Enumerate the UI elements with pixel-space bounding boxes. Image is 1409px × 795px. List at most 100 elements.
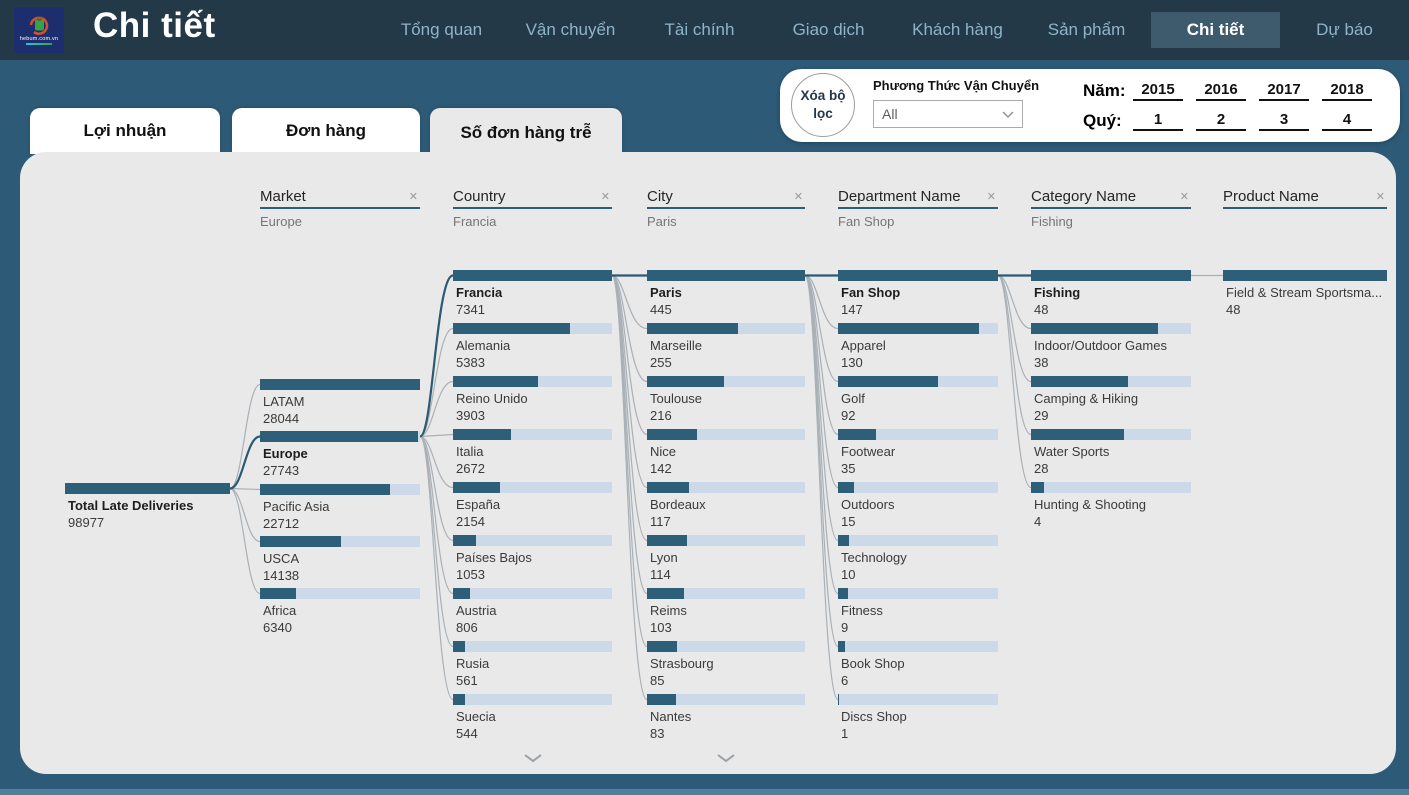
nav-item-tong-quan[interactable]: Tổng quan [400, 20, 483, 39]
show-more-chevron-down-icon[interactable] [523, 750, 543, 768]
node-bar[interactable] [647, 694, 805, 705]
nav-item-chi-tiet[interactable]: Chi tiết [1151, 12, 1280, 48]
tree-node-fitness[interactable]: Fitness 9 [838, 588, 998, 635]
tree-node-apparel[interactable]: Apparel 130 [838, 323, 998, 370]
node-bar[interactable] [1031, 270, 1191, 281]
tree-node-rusia[interactable]: Rusia 561 [453, 641, 612, 688]
node-bar[interactable] [647, 588, 805, 599]
tree-node-outdoors[interactable]: Outdoors 15 [838, 482, 998, 529]
node-bar[interactable] [838, 535, 998, 546]
node-bar[interactable] [453, 376, 612, 387]
node-bar[interactable] [838, 270, 998, 281]
node-bar[interactable] [1223, 270, 1387, 281]
nav-item-giao-dich[interactable]: Giao dịch [792, 20, 865, 39]
show-more-chevron-down-icon[interactable] [716, 750, 736, 768]
node-bar[interactable] [647, 535, 805, 546]
node-bar[interactable] [260, 484, 420, 495]
close-icon[interactable]: ✕ [986, 190, 996, 203]
close-icon[interactable]: ✕ [1375, 190, 1385, 203]
quarter-4-filter[interactable]: 4 [1322, 111, 1372, 131]
node-bar[interactable] [838, 429, 998, 440]
tree-node-book-shop[interactable]: Book Shop 6 [838, 641, 998, 688]
tab-so-don-hang-tre[interactable]: Số đơn hàng trễ [430, 108, 622, 158]
tree-node-fan-shop[interactable]: Fan Shop 147 [838, 270, 998, 317]
tree-node-reino-unido[interactable]: Reino Unido 3903 [453, 376, 612, 423]
tree-node-europe[interactable]: Europe 27743 [260, 431, 420, 478]
node-bar[interactable] [260, 536, 420, 547]
node-bar[interactable] [453, 535, 612, 546]
tab-loi-nhuan[interactable]: Lợi nhuận [30, 108, 220, 154]
node-bar[interactable] [453, 482, 612, 493]
node-bar[interactable] [647, 641, 805, 652]
node-bar[interactable] [647, 270, 805, 281]
close-icon[interactable]: ✕ [793, 190, 803, 203]
clear-filters-button[interactable]: Xóa bộ lọc [791, 73, 855, 137]
tree-node-africa[interactable]: Africa 6340 [260, 588, 420, 635]
node-bar[interactable] [453, 694, 612, 705]
quarter-3-filter[interactable]: 3 [1259, 111, 1309, 131]
tree-node-marseille[interactable]: Marseille 255 [647, 323, 805, 370]
close-icon[interactable]: ✕ [1179, 190, 1189, 203]
year-2018-filter[interactable]: 2018 [1322, 81, 1372, 101]
tree-node-fishing[interactable]: Fishing 48 [1031, 270, 1191, 317]
tree-node-austria[interactable]: Austria 806 [453, 588, 612, 635]
node-bar[interactable] [838, 482, 998, 493]
tree-node-field-stream-sportsma[interactable]: Field & Stream Sportsma... 48 [1223, 270, 1387, 317]
tree-node-espana[interactable]: España 2154 [453, 482, 612, 529]
node-bar[interactable] [838, 588, 998, 599]
tree-node-strasbourg[interactable]: Strasbourg 85 [647, 641, 805, 688]
tree-node-paris[interactable]: Paris 445 [647, 270, 805, 317]
nav-item-du-bao[interactable]: Dự báo [1316, 20, 1373, 39]
tree-node-footwear[interactable]: Footwear 35 [838, 429, 998, 476]
node-bar[interactable] [260, 431, 420, 442]
tree-node-technology[interactable]: Technology 10 [838, 535, 998, 582]
node-bar[interactable] [647, 429, 805, 440]
node-bar[interactable] [453, 641, 612, 652]
tree-node-reims[interactable]: Reims 103 [647, 588, 805, 635]
node-bar[interactable] [260, 588, 420, 599]
tree-node-total-late-deliveries[interactable]: Total Late Deliveries 98977 [65, 483, 230, 530]
quarter-2-filter[interactable]: 2 [1196, 111, 1246, 131]
tree-node-usca[interactable]: USCA 14138 [260, 536, 420, 583]
node-bar[interactable] [838, 376, 998, 387]
tree-node-indoor-outdoor-games[interactable]: Indoor/Outdoor Games 38 [1031, 323, 1191, 370]
node-bar[interactable] [65, 483, 230, 494]
node-bar[interactable] [647, 376, 805, 387]
tree-node-pacific-asia[interactable]: Pacific Asia 22712 [260, 484, 420, 531]
quarter-1-filter[interactable]: 1 [1133, 111, 1183, 131]
shipping-method-dropdown[interactable]: All [873, 100, 1023, 128]
tab-don-hang[interactable]: Đơn hàng [232, 108, 420, 154]
tree-node-bordeaux[interactable]: Bordeaux 117 [647, 482, 805, 529]
tree-node-francia[interactable]: Francia 7341 [453, 270, 612, 317]
node-bar[interactable] [1031, 429, 1191, 440]
tree-node-suecia[interactable]: Suecia 544 [453, 694, 612, 741]
node-bar[interactable] [1031, 323, 1191, 334]
node-bar[interactable] [838, 323, 998, 334]
year-2017-filter[interactable]: 2017 [1259, 81, 1309, 101]
tree-node-paises-bajos[interactable]: Países Bajos 1053 [453, 535, 612, 582]
node-bar[interactable] [1031, 376, 1191, 387]
node-bar[interactable] [260, 379, 420, 390]
nav-item-van-chuyen[interactable]: Vận chuyển [525, 20, 616, 39]
node-bar[interactable] [647, 323, 805, 334]
tree-node-camping-hiking[interactable]: Camping & Hiking 29 [1031, 376, 1191, 423]
close-icon[interactable]: ✕ [408, 190, 418, 203]
tree-node-nice[interactable]: Nice 142 [647, 429, 805, 476]
close-icon[interactable]: ✕ [600, 190, 610, 203]
nav-item-khach-hang[interactable]: Khách hàng [912, 20, 1003, 39]
year-2015-filter[interactable]: 2015 [1133, 81, 1183, 101]
node-bar[interactable] [453, 270, 612, 281]
node-bar[interactable] [453, 323, 612, 334]
node-bar[interactable] [1031, 482, 1191, 493]
tree-node-latam[interactable]: LATAM 28044 [260, 379, 420, 426]
tree-node-nantes[interactable]: Nantes 83 [647, 694, 805, 741]
tree-node-lyon[interactable]: Lyon 114 [647, 535, 805, 582]
tree-node-alemania[interactable]: Alemania 5383 [453, 323, 612, 370]
year-2016-filter[interactable]: 2016 [1196, 81, 1246, 101]
tree-node-italia[interactable]: Italia 2672 [453, 429, 612, 476]
tree-node-golf[interactable]: Golf 92 [838, 376, 998, 423]
node-bar[interactable] [838, 694, 998, 705]
node-bar[interactable] [453, 429, 612, 440]
nav-item-san-pham[interactable]: Sản phẩm [1047, 20, 1126, 39]
node-bar[interactable] [647, 482, 805, 493]
